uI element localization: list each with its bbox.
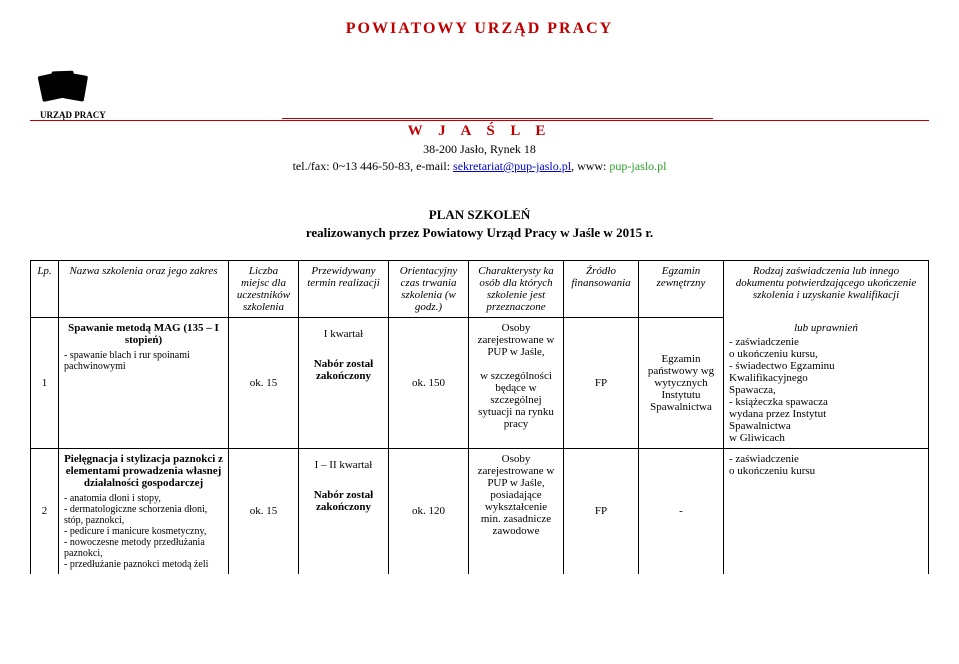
cards-logo-icon xyxy=(40,68,90,108)
cell-exam: - xyxy=(639,448,724,574)
col-funding: Źródło finansowania xyxy=(564,261,639,318)
cell-lp: 2 xyxy=(31,448,59,574)
cell-name: Spawanie metodą MAG (135 – I stopień)- s… xyxy=(59,318,229,449)
col-name: Nazwa szkolenia oraz jego zakres xyxy=(59,261,229,318)
cell-duration: ok. 120 xyxy=(389,448,469,574)
email-link[interactable]: sekretariat@pup-jaslo.pl xyxy=(453,159,571,173)
table-row: 1Spawanie metodą MAG (135 – I stopień)- … xyxy=(31,318,929,449)
cell-exam: Egzamin państwowy wg wytycznych Instytut… xyxy=(639,318,724,449)
logo-block: URZĄD PRACY xyxy=(40,68,929,120)
www-prefix: , www: xyxy=(571,159,609,173)
address-line: 38-200 Jasło, Rynek 18 xyxy=(30,142,929,157)
plan-title-line1: PLAN SZKOLEŃ xyxy=(429,207,531,222)
cell-funding: FP xyxy=(564,448,639,574)
header-rule xyxy=(30,118,929,121)
col-target: Charakterysty ka osób dla których szkole… xyxy=(469,261,564,318)
website-text: pup-jaslo.pl xyxy=(609,159,666,173)
cell-count: ok. 15 xyxy=(229,448,299,574)
col-term: Przewidywany termin realizacji xyxy=(299,261,389,318)
col-duration: Orientacyjny czas trwania szkolenia (w g… xyxy=(389,261,469,318)
phone-label: tel./fax: 0~13 446-50-83, e-mail: xyxy=(293,159,453,173)
cell-cert: - zaświadczenie o ukończeniu kursu xyxy=(724,448,929,574)
col-cert: Rodzaj zaświadczenia lub innego dokument… xyxy=(724,261,929,318)
table-row: 2Pielęgnacja i stylizacja paznokci z ele… xyxy=(31,448,929,574)
cell-funding: FP xyxy=(564,318,639,449)
col-lp: Lp. xyxy=(31,261,59,318)
cell-duration: ok. 150 xyxy=(389,318,469,449)
city-line: W J A Ś L E xyxy=(30,123,929,140)
col-count: Liczba miejsc dla uczestników szkolenia xyxy=(229,261,299,318)
cell-target: Osoby zarejestrowane w PUP w Jaśle, posi… xyxy=(469,448,564,574)
plan-title-line2: realizowanych przez Powiatowy Urząd Prac… xyxy=(306,225,653,240)
contact-line: tel./fax: 0~13 446-50-83, e-mail: sekret… xyxy=(30,159,929,174)
cell-count: ok. 15 xyxy=(229,318,299,449)
cell-term: I – II kwartałNabór został zakończony xyxy=(299,448,389,574)
cell-target: Osoby zarejestrowane w PUP w Jaśle,w szc… xyxy=(469,318,564,449)
cell-name: Pielęgnacja i stylizacja paznokci z elem… xyxy=(59,448,229,574)
cell-lp: 1 xyxy=(31,318,59,449)
trainings-table: Lp. Nazwa szkolenia oraz jego zakres Lic… xyxy=(30,260,929,574)
col-exam: Egzamin zewnętrzny xyxy=(639,261,724,318)
page-main-title: POWIATOWY URZĄD PRACY xyxy=(30,20,929,38)
table-header-row: Lp. Nazwa szkolenia oraz jego zakres Lic… xyxy=(31,261,929,318)
cell-term: I kwartałNabór został zakończony xyxy=(299,318,389,449)
cell-cert: lub uprawnień- zaświadczenie o ukończeni… xyxy=(724,318,929,449)
plan-title: PLAN SZKOLEŃ realizowanych przez Powiato… xyxy=(30,206,929,242)
